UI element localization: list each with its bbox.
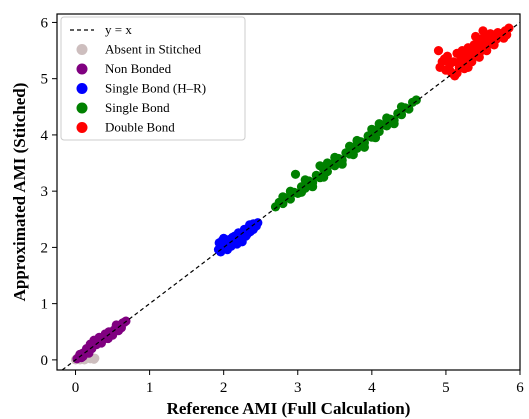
x-axis-title: Reference AMI (Full Calculation) xyxy=(167,399,411,418)
data-point xyxy=(471,31,481,42)
data-point xyxy=(345,141,355,151)
data-point xyxy=(478,26,488,36)
marks-layer xyxy=(61,21,520,370)
legend-swatch xyxy=(76,122,88,133)
data-point xyxy=(489,40,499,50)
reference-line xyxy=(61,21,520,370)
x-tick-label: 6 xyxy=(516,380,524,396)
data-point xyxy=(445,65,455,75)
data-point xyxy=(296,187,307,197)
data-point xyxy=(411,95,421,105)
x-tick-label: 4 xyxy=(368,380,376,396)
data-point xyxy=(290,169,301,179)
data-point xyxy=(285,186,295,196)
data-point xyxy=(337,159,347,169)
data-point xyxy=(374,119,384,129)
y-tick-label: 0 xyxy=(41,353,49,369)
data-point xyxy=(452,68,462,78)
y-tick-label: 1 xyxy=(41,297,49,313)
legend-swatch xyxy=(76,83,88,94)
x-tick-label: 5 xyxy=(442,380,450,396)
data-point xyxy=(482,46,492,56)
data-point xyxy=(359,142,369,152)
y-tick-label: 2 xyxy=(41,240,49,256)
x-tick-label: 3 xyxy=(294,380,302,396)
data-point xyxy=(389,119,399,129)
data-point xyxy=(315,161,325,171)
series-4 xyxy=(433,23,514,81)
legend-label: Single Bond xyxy=(105,100,170,115)
data-point xyxy=(111,320,121,330)
y-axis-title: Approximated AMI (Stitched) xyxy=(10,83,29,302)
data-point xyxy=(241,231,251,241)
data-point xyxy=(396,110,407,120)
data-point xyxy=(504,23,514,33)
data-point xyxy=(348,150,358,160)
x-tick-label: 1 xyxy=(146,380,154,396)
data-point xyxy=(404,104,414,114)
data-point xyxy=(463,62,473,72)
data-point xyxy=(330,152,340,162)
data-point xyxy=(382,113,392,123)
data-point xyxy=(300,175,310,185)
data-point xyxy=(370,133,381,143)
data-point xyxy=(367,124,377,134)
plot-frame xyxy=(56,13,521,371)
data-point xyxy=(322,158,332,168)
data-point xyxy=(396,102,407,112)
data-point xyxy=(76,353,86,363)
data-point xyxy=(456,60,466,70)
legend-swatch xyxy=(76,63,88,75)
legend-swatch xyxy=(76,44,88,55)
data-point xyxy=(352,135,362,146)
y-tick-label: 4 xyxy=(41,128,49,144)
data-point xyxy=(433,46,444,56)
legend-label: Double Bond xyxy=(105,120,175,135)
data-point xyxy=(285,194,295,204)
data-point xyxy=(248,219,258,229)
legend-label: Absent in Stitched xyxy=(105,42,202,57)
y-tick-label: 3 xyxy=(41,184,49,200)
data-point xyxy=(330,161,340,171)
data-point xyxy=(448,57,458,67)
x-tick-label: 2 xyxy=(220,380,228,396)
data-point xyxy=(216,247,226,257)
x-tick-label: 0 xyxy=(72,380,80,396)
legend-label: Single Bond (H–R) xyxy=(105,81,206,96)
ticks-layer: 0 1 2 3 4 5 6 0 1 2 3 4 5 6 xyxy=(41,15,525,396)
data-point xyxy=(308,182,318,192)
legend: y = x Absent in Stitched Non Bonded Single … xyxy=(60,16,246,141)
series-2 xyxy=(213,218,263,257)
y-tick-label: 6 xyxy=(41,15,49,31)
data-point xyxy=(319,172,329,182)
series-3 xyxy=(270,95,421,212)
legend-swatch xyxy=(76,102,88,114)
data-point xyxy=(382,121,392,131)
data-point xyxy=(278,192,288,202)
y-tick-label: 5 xyxy=(41,72,49,88)
legend-box xyxy=(60,16,246,141)
data-point xyxy=(232,239,242,249)
data-point xyxy=(439,54,449,64)
legend-label-reference-line: y = x xyxy=(105,22,132,37)
legend-label: Non Bonded xyxy=(105,61,172,76)
data-point xyxy=(103,333,113,344)
data-point xyxy=(474,52,484,62)
